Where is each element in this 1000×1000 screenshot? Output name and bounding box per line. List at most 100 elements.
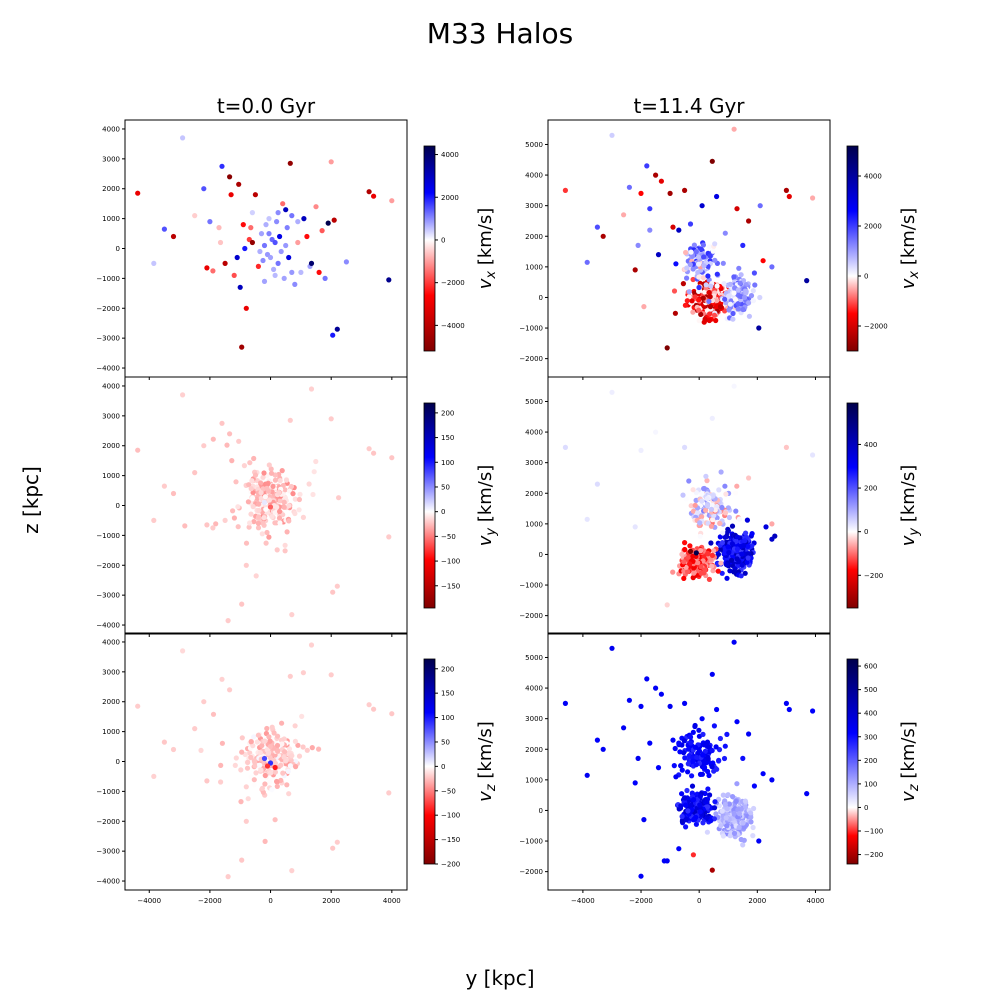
- data-point: [256, 507, 262, 514]
- data-point: [278, 248, 284, 255]
- data-point: [664, 602, 670, 608]
- data-point: [757, 294, 763, 301]
- data-point: [635, 755, 641, 762]
- data-point: [234, 254, 240, 261]
- data-point: [269, 514, 275, 520]
- y-tick-label: 2000: [525, 490, 543, 498]
- data-point: [717, 304, 724, 310]
- data-point: [192, 213, 198, 219]
- data-point: [170, 490, 177, 497]
- data-point: [286, 791, 292, 797]
- data-point: [701, 254, 707, 260]
- data-point: [290, 491, 296, 497]
- data-point: [275, 748, 281, 754]
- data-point: [239, 344, 245, 350]
- data-point: [718, 560, 724, 566]
- data-point: [748, 293, 755, 299]
- colorbar-bar: [846, 658, 859, 865]
- data-point: [687, 221, 694, 227]
- data-point: [742, 804, 749, 810]
- data-point: [705, 786, 711, 792]
- data-point: [638, 190, 644, 196]
- data-point: [632, 780, 638, 786]
- data-point: [250, 495, 256, 501]
- data-point: [709, 552, 716, 559]
- data-point: [720, 792, 726, 798]
- data-point: [272, 769, 278, 775]
- panel-t0-vy: −4000−3000−2000−100001000200030004000−15…: [96, 376, 499, 637]
- data-point: [239, 601, 245, 607]
- data-point: [690, 729, 696, 736]
- data-point: [289, 213, 295, 219]
- data-point: [671, 288, 678, 294]
- colorbar-tick-label: 200: [864, 485, 877, 493]
- data-point: [261, 515, 267, 521]
- data-point: [201, 186, 207, 192]
- data-point: [676, 846, 682, 852]
- colorbar-tick-label: 4000: [864, 173, 882, 181]
- data-point: [746, 313, 753, 319]
- data-point: [705, 804, 711, 810]
- data-point: [264, 485, 270, 491]
- data-point: [691, 797, 697, 803]
- data-point: [713, 744, 719, 750]
- x-tick-label: 4000: [807, 897, 825, 905]
- data-point: [742, 798, 749, 804]
- data-point: [706, 298, 712, 304]
- data-point: [272, 760, 278, 766]
- data-point: [734, 556, 740, 562]
- data-point: [714, 303, 720, 309]
- data-point: [731, 639, 737, 645]
- data-point: [688, 740, 694, 746]
- data-point: [268, 770, 274, 776]
- y-tick-label: 2000: [102, 185, 120, 193]
- data-point: [286, 254, 292, 261]
- data-point: [696, 288, 702, 294]
- data-point: [249, 210, 255, 216]
- data-point: [724, 806, 730, 812]
- data-point: [671, 763, 677, 769]
- data-point: [295, 742, 301, 748]
- data-point: [325, 220, 331, 226]
- data-point: [722, 534, 728, 540]
- data-point: [701, 319, 707, 325]
- x-tick-label: −2000: [198, 897, 222, 905]
- y-tick-label: 0: [116, 245, 120, 253]
- data-point: [264, 481, 271, 487]
- x-tick-label: −4000: [137, 897, 161, 905]
- data-point: [261, 242, 268, 249]
- data-point: [704, 799, 710, 805]
- data-point: [741, 543, 747, 549]
- colorbar-t0-vy: −150 −100 −50 0 50 100 150 200 vy [km/s]: [423, 402, 499, 609]
- data-point: [655, 252, 662, 258]
- data-point: [274, 742, 281, 749]
- data-point: [731, 290, 737, 296]
- data-point: [626, 697, 633, 703]
- data-point: [249, 239, 255, 246]
- data-point: [266, 497, 272, 503]
- data-point: [259, 531, 265, 537]
- data-point: [709, 764, 715, 770]
- data-point: [239, 749, 245, 755]
- colorbar-tick-label: 0: [864, 804, 868, 812]
- y-tick-label: −2000: [96, 305, 120, 313]
- data-point: [151, 773, 157, 780]
- data-point: [299, 713, 305, 720]
- data-point: [709, 867, 715, 873]
- data-point: [685, 554, 692, 560]
- data-point: [769, 264, 775, 270]
- data-point: [286, 746, 293, 752]
- data-point: [688, 503, 694, 509]
- x-tick-label: 2000: [322, 897, 340, 905]
- data-point: [697, 533, 703, 539]
- data-point: [699, 491, 705, 497]
- figure-title: M33 Halos: [427, 17, 573, 50]
- data-point: [653, 685, 659, 691]
- data-point: [609, 132, 615, 138]
- data-point: [810, 195, 816, 201]
- data-point: [277, 498, 283, 504]
- data-point: [292, 496, 298, 502]
- data-point: [746, 300, 752, 306]
- data-point: [699, 203, 705, 209]
